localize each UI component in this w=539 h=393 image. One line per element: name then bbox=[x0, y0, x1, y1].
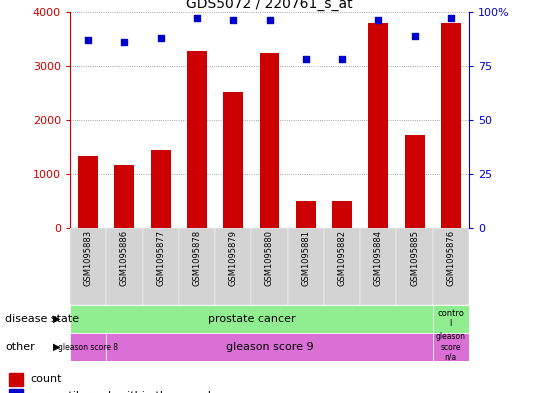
Point bbox=[192, 15, 201, 21]
Bar bbox=[215, 228, 251, 305]
Bar bbox=[441, 22, 461, 228]
Bar bbox=[296, 201, 316, 228]
Text: gleason score 9: gleason score 9 bbox=[226, 342, 313, 352]
Bar bbox=[187, 51, 207, 228]
Text: GSM1095881: GSM1095881 bbox=[301, 230, 310, 286]
Point bbox=[338, 56, 347, 62]
Bar bbox=[70, 333, 106, 361]
Point bbox=[156, 35, 165, 41]
Text: percentile rank within the sample: percentile rank within the sample bbox=[30, 391, 218, 393]
Text: GSM1095886: GSM1095886 bbox=[120, 230, 129, 286]
Point bbox=[301, 56, 310, 62]
Point bbox=[84, 37, 93, 43]
Text: ▶: ▶ bbox=[53, 314, 60, 324]
Point bbox=[410, 33, 419, 39]
Bar bbox=[70, 228, 106, 305]
Point bbox=[374, 17, 383, 24]
Text: GSM1095884: GSM1095884 bbox=[374, 230, 383, 286]
Text: disease state: disease state bbox=[5, 314, 80, 324]
Text: prostate cancer: prostate cancer bbox=[208, 314, 295, 324]
Bar bbox=[151, 150, 171, 228]
Text: gleason score 8: gleason score 8 bbox=[58, 343, 118, 351]
Bar bbox=[433, 305, 469, 333]
Bar bbox=[288, 228, 324, 305]
Bar bbox=[106, 333, 433, 361]
Point bbox=[446, 15, 455, 21]
Bar bbox=[179, 228, 215, 305]
Text: GSM1095877: GSM1095877 bbox=[156, 230, 165, 286]
Text: contro
l: contro l bbox=[437, 309, 464, 329]
Point bbox=[265, 17, 274, 24]
Text: GSM1095880: GSM1095880 bbox=[265, 230, 274, 286]
Bar bbox=[368, 22, 388, 228]
Bar bbox=[433, 228, 469, 305]
Bar bbox=[78, 156, 98, 228]
Bar bbox=[360, 228, 396, 305]
Text: count: count bbox=[30, 374, 61, 384]
Title: GDS5072 / 220761_s_at: GDS5072 / 220761_s_at bbox=[186, 0, 353, 11]
Bar bbox=[106, 228, 143, 305]
Text: ▶: ▶ bbox=[53, 342, 60, 352]
Text: GSM1095882: GSM1095882 bbox=[337, 230, 347, 286]
Bar bbox=[9, 389, 23, 393]
Bar bbox=[251, 228, 288, 305]
Bar bbox=[223, 92, 243, 228]
Bar bbox=[9, 373, 23, 386]
Bar bbox=[260, 53, 279, 228]
Text: GSM1095878: GSM1095878 bbox=[192, 230, 202, 286]
Bar bbox=[324, 228, 360, 305]
Bar bbox=[433, 333, 469, 361]
Bar bbox=[114, 165, 134, 228]
Point bbox=[229, 17, 238, 24]
Point bbox=[120, 39, 129, 45]
Bar bbox=[143, 228, 179, 305]
Bar bbox=[332, 202, 352, 228]
Text: GSM1095876: GSM1095876 bbox=[446, 230, 455, 286]
Bar bbox=[405, 135, 425, 228]
Bar bbox=[396, 228, 433, 305]
Text: GSM1095885: GSM1095885 bbox=[410, 230, 419, 286]
Text: GSM1095883: GSM1095883 bbox=[84, 230, 93, 286]
Text: gleason
score
n/a: gleason score n/a bbox=[436, 332, 466, 362]
Text: other: other bbox=[5, 342, 35, 352]
Text: GSM1095879: GSM1095879 bbox=[229, 230, 238, 286]
